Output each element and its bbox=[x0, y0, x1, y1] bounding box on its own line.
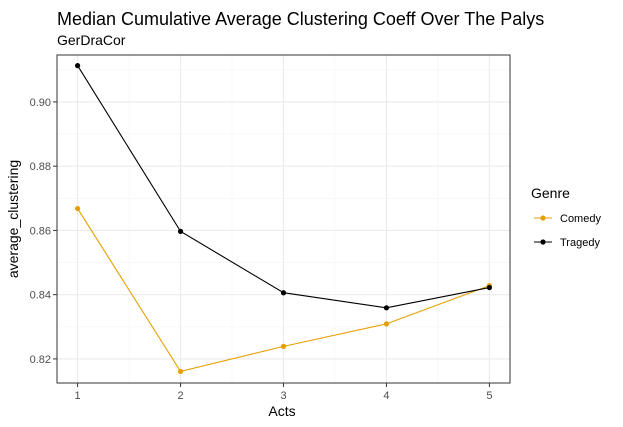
y-axis: 0.82 0.84 0.86 0.88 0.90 bbox=[30, 97, 57, 366]
x-tick-label: 5 bbox=[486, 390, 492, 402]
data-point-tragedy bbox=[281, 290, 286, 295]
data-point-comedy bbox=[178, 369, 183, 374]
x-tick-label: 2 bbox=[177, 390, 183, 402]
y-tick-label: 0.84 bbox=[30, 290, 51, 302]
legend: Genre Comedy Tragedy bbox=[531, 185, 601, 249]
legend-label: Tragedy bbox=[560, 237, 600, 249]
data-point-comedy bbox=[75, 206, 80, 211]
legend-item-comedy: Comedy bbox=[534, 213, 601, 225]
x-tick-label: 1 bbox=[75, 390, 81, 402]
data-point-comedy bbox=[384, 321, 389, 326]
plot-panel bbox=[57, 55, 510, 383]
legend-title: Genre bbox=[531, 185, 570, 201]
x-tick-label: 4 bbox=[383, 390, 389, 402]
data-point-comedy bbox=[281, 344, 286, 349]
y-tick-label: 0.88 bbox=[30, 161, 51, 173]
data-point-tragedy bbox=[178, 229, 183, 234]
y-tick-label: 0.82 bbox=[30, 354, 51, 366]
x-axis-title: Acts bbox=[268, 403, 295, 419]
x-axis: 1 2 3 4 5 bbox=[75, 383, 493, 402]
legend-key-point bbox=[540, 239, 545, 244]
chart-title: Median Cumulative Average Clustering Coe… bbox=[57, 9, 544, 29]
legend-key-point bbox=[540, 215, 545, 220]
chart-subtitle: GerDraCor bbox=[57, 32, 126, 48]
data-point-tragedy bbox=[384, 305, 389, 310]
grid-lines bbox=[57, 55, 510, 383]
data-point-tragedy bbox=[75, 63, 80, 68]
legend-label: Comedy bbox=[560, 213, 601, 225]
x-tick-label: 3 bbox=[280, 390, 286, 402]
data-point-tragedy bbox=[487, 285, 492, 290]
legend-item-tragedy: Tragedy bbox=[534, 237, 600, 249]
y-axis-title: average_clustering bbox=[5, 160, 21, 278]
y-tick-label: 0.90 bbox=[30, 97, 51, 109]
y-tick-label: 0.86 bbox=[30, 225, 51, 237]
legend-items: Comedy Tragedy bbox=[534, 213, 601, 249]
